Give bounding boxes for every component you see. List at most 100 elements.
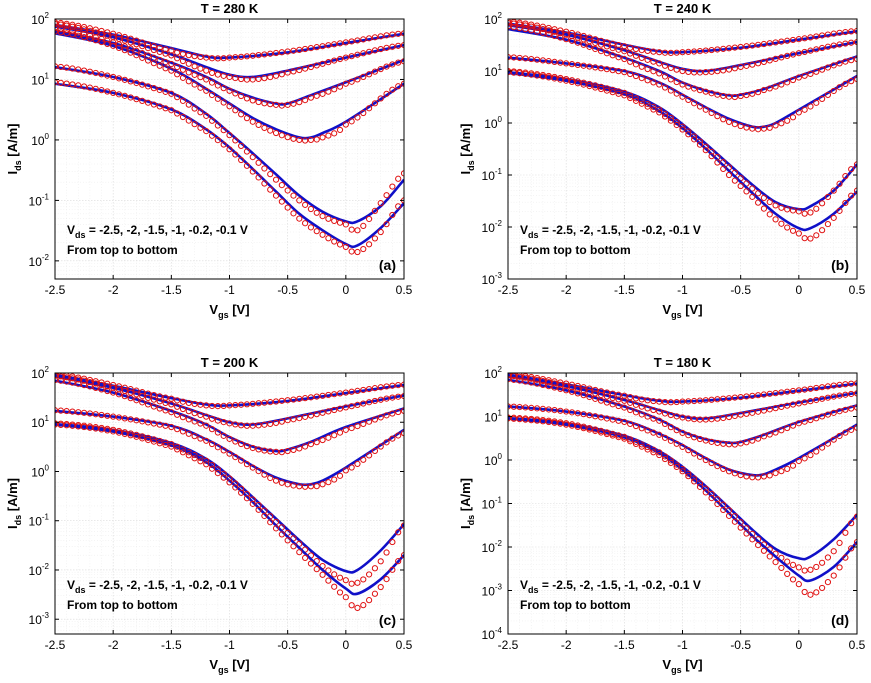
data-point (389, 31, 396, 38)
data-point (586, 43, 593, 50)
data-point (563, 421, 570, 428)
data-point (580, 392, 587, 399)
data-point (784, 388, 791, 395)
data-point (551, 32, 558, 40)
data-point (528, 417, 535, 424)
data-point (150, 438, 157, 445)
data-point (696, 87, 704, 94)
data-point (383, 221, 390, 228)
data-point (743, 530, 750, 537)
data-point (360, 386, 367, 394)
data-point (772, 55, 779, 62)
data-point (760, 391, 768, 398)
data-point (86, 35, 94, 42)
data-point (336, 241, 344, 248)
data-point (57, 407, 64, 414)
data-point (760, 194, 768, 202)
data-point (249, 444, 256, 452)
data-point (656, 109, 663, 116)
data-point (98, 38, 105, 46)
data-point (691, 478, 698, 485)
data-point (185, 101, 192, 108)
y-tick-label: 10-3 (482, 271, 503, 287)
data-point (784, 558, 791, 565)
data-point (75, 82, 82, 89)
data-point (533, 417, 541, 424)
data-point (632, 440, 640, 448)
data-point (714, 159, 721, 166)
series-2 (55, 20, 404, 83)
data-point (760, 125, 768, 132)
data-point (842, 554, 849, 561)
data-point (836, 432, 843, 440)
data-point (313, 411, 320, 418)
data-point (725, 118, 733, 126)
data-point (819, 66, 826, 73)
data-point (766, 431, 773, 438)
data-point (389, 410, 396, 417)
y-tick-label: 100 (484, 452, 502, 468)
data-point (226, 435, 233, 442)
data-point (336, 390, 344, 397)
data-point (395, 393, 402, 400)
data-point (563, 60, 570, 67)
data-point (603, 50, 610, 57)
data-point (737, 524, 744, 531)
data-point (516, 21, 523, 28)
data-point (179, 414, 187, 421)
data-point (784, 402, 791, 409)
series-2 (55, 373, 404, 429)
data-point (784, 52, 791, 60)
data-point (755, 41, 762, 48)
measured-markers (508, 415, 857, 598)
data-point (824, 64, 832, 71)
data-point (92, 85, 99, 92)
data-point (725, 45, 733, 52)
data-point (508, 376, 512, 383)
x-tick-label: -2.5 (45, 283, 66, 297)
data-point (174, 110, 181, 117)
data-point (644, 56, 651, 63)
data-point (685, 68, 692, 75)
data-point (144, 394, 152, 401)
series-3 (508, 376, 857, 448)
data-point (290, 47, 297, 54)
data-point (522, 404, 529, 411)
data-point (313, 439, 320, 446)
data-point (121, 92, 128, 99)
data-point (603, 415, 610, 422)
data-point (127, 39, 134, 46)
data-point (354, 76, 361, 83)
data-point (278, 132, 285, 139)
data-point (557, 30, 564, 37)
data-point (766, 553, 773, 560)
data-point (354, 460, 361, 467)
data-point (150, 60, 157, 67)
order-annotation: From top to bottom (520, 598, 631, 612)
data-point (377, 95, 384, 102)
series-3 (55, 376, 404, 456)
data-point (226, 450, 233, 457)
data-point (638, 63, 645, 70)
data-point (801, 235, 808, 242)
data-point (383, 576, 390, 583)
model-line (55, 82, 404, 249)
data-point (197, 435, 204, 442)
data-point (267, 420, 274, 428)
data-point (313, 228, 320, 235)
data-point (307, 94, 315, 101)
data-point (331, 391, 338, 398)
data-point (80, 409, 88, 416)
data-point (720, 506, 727, 514)
data-point (214, 403, 221, 410)
data-point (510, 20, 517, 27)
data-point (830, 62, 837, 69)
data-point (319, 481, 326, 488)
data-point (191, 400, 198, 408)
data-point (272, 419, 280, 426)
data-point (395, 30, 402, 37)
data-point (197, 65, 204, 72)
data-point (203, 413, 210, 420)
data-point (360, 222, 367, 230)
data-point (784, 570, 791, 577)
